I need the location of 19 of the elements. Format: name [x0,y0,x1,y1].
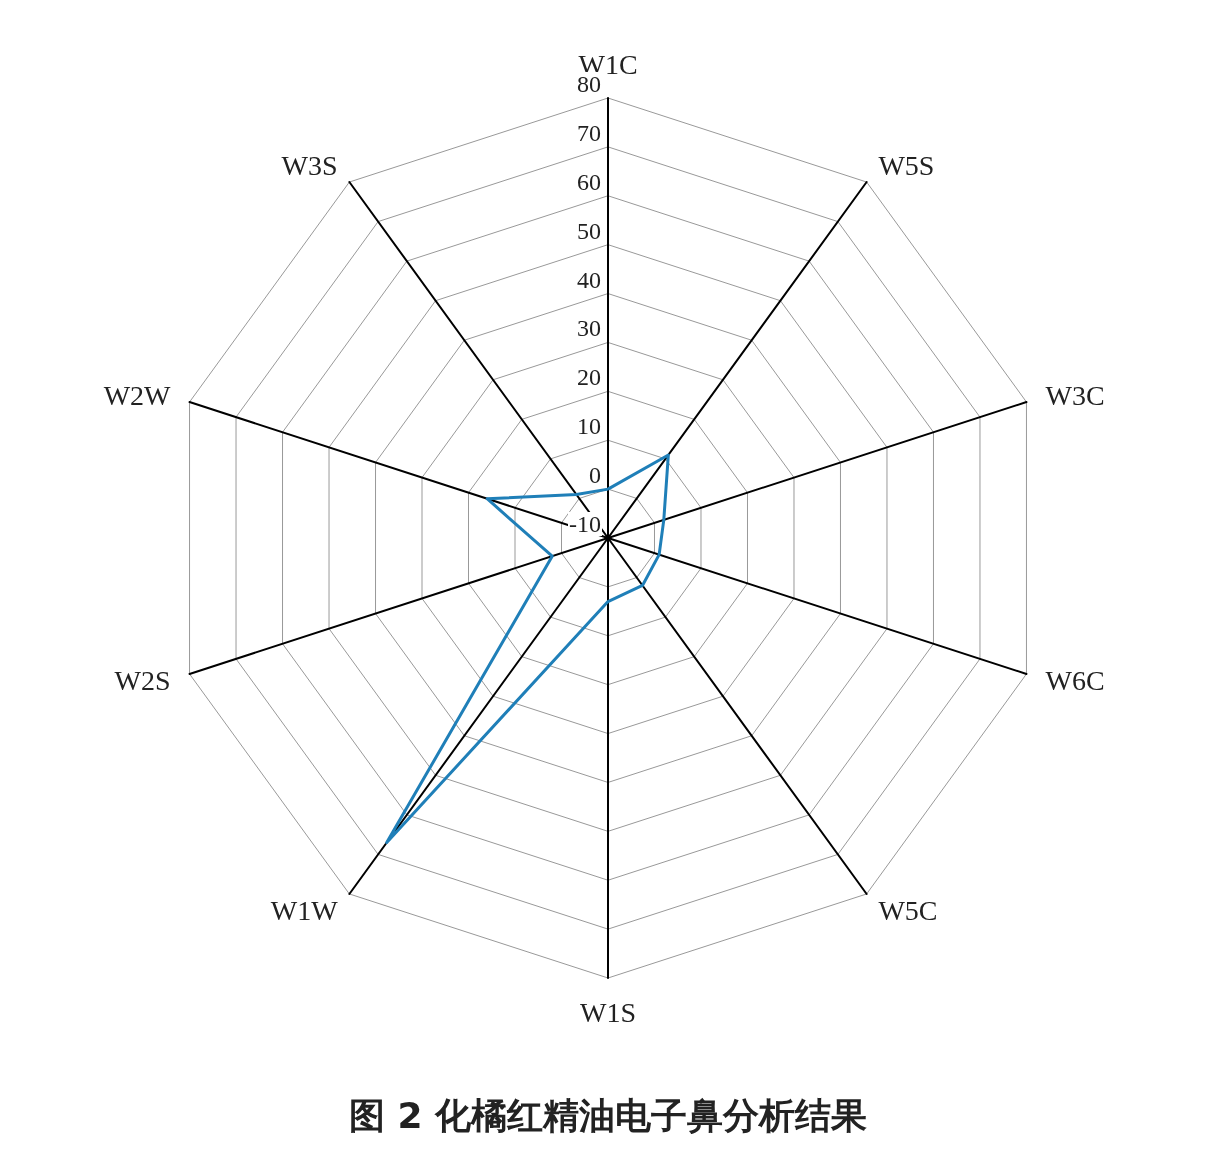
y-tick-label: 40 [577,266,601,293]
spoke-label: W5S [878,150,935,182]
y-tick-label: 70 [577,119,601,146]
spoke-label: W2S [114,664,171,696]
y-tick-label: 20 [577,364,601,391]
y-tick-label: 10 [577,413,601,440]
spoke-label: W1W [270,894,339,926]
y-tick-label: 30 [577,315,601,342]
y-tick-label: 0 [589,462,601,489]
spoke-label: W3C [1045,380,1105,412]
spoke-label: W1S [580,996,636,1028]
spoke-label: W2W [103,380,172,412]
y-tick-label: 50 [577,217,601,244]
text: 图 2 化橘红精油电子鼻分析结果 [348,1094,868,1136]
y-tick-label: 60 [577,168,601,195]
spoke-label: W5C [878,894,938,926]
spoke-label: W6C [1045,664,1105,696]
spoke-label: W3S [281,150,338,182]
y-tick-label: -10 [569,511,601,537]
